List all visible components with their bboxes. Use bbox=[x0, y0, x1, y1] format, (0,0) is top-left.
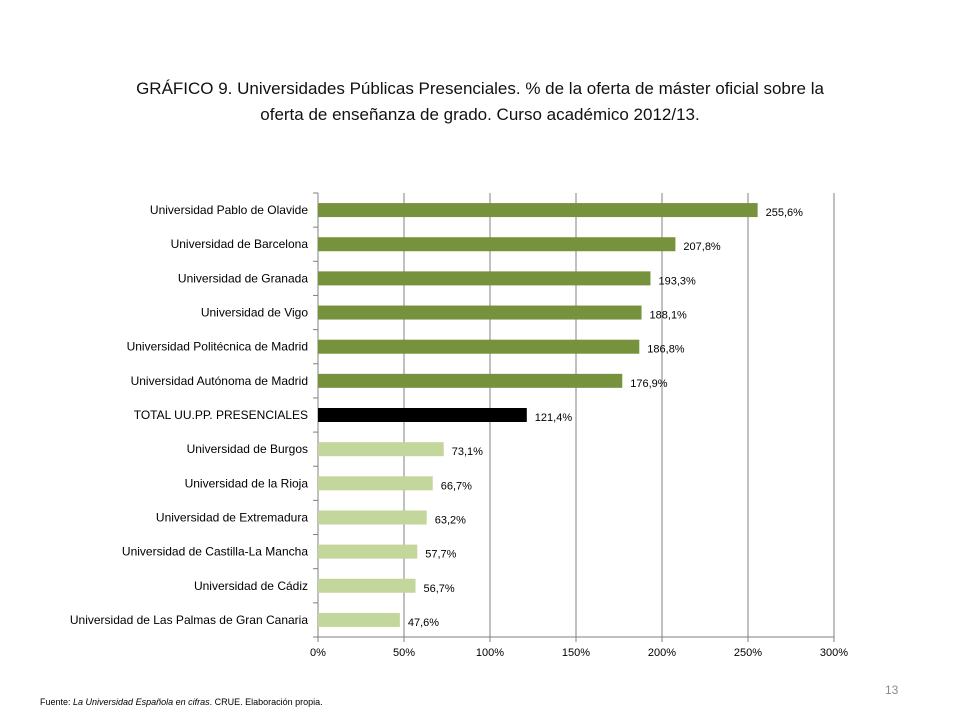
category-label: Universidad de Granada bbox=[178, 271, 308, 285]
category-label: Universidad de la Rioja bbox=[185, 476, 309, 490]
data-label: 63,2% bbox=[435, 514, 466, 526]
category-label: Universidad Autónoma de Madrid bbox=[131, 374, 308, 388]
x-tick-label: 250% bbox=[734, 647, 762, 659]
x-tick-label: 300% bbox=[820, 647, 848, 659]
bar bbox=[318, 442, 444, 457]
bar bbox=[318, 373, 623, 388]
bar bbox=[318, 544, 418, 559]
x-tick-label: 0% bbox=[310, 647, 326, 659]
bar bbox=[318, 510, 427, 525]
data-label: 66,7% bbox=[441, 480, 472, 492]
bar bbox=[318, 578, 416, 593]
data-label: 176,9% bbox=[630, 378, 668, 390]
bar bbox=[318, 408, 527, 422]
category-label: TOTAL UU.PP. PRESENCIALES bbox=[134, 408, 308, 422]
data-label: 47,6% bbox=[408, 617, 439, 629]
category-label: Universidad de Barcelona bbox=[171, 237, 309, 251]
data-label: 56,7% bbox=[424, 583, 455, 595]
data-label: 255,6% bbox=[766, 207, 804, 219]
x-tick-label: 100% bbox=[476, 647, 504, 659]
data-label: 193,3% bbox=[658, 275, 696, 287]
category-label: Universidad Politécnica de Madrid bbox=[127, 340, 308, 354]
category-label: Universidad de Cádiz bbox=[194, 579, 308, 593]
data-label: 73,1% bbox=[452, 446, 483, 458]
chart-title-line-1: GRÁFICO 9. Universidades Públicas Presen… bbox=[136, 79, 824, 98]
category-label: Universidad de Extremadura bbox=[156, 510, 308, 524]
x-tick-label: 150% bbox=[562, 647, 590, 659]
source-prefix: Fuente: bbox=[40, 697, 74, 707]
data-label: 121,4% bbox=[535, 412, 573, 424]
data-label: 186,8% bbox=[647, 344, 685, 356]
bar bbox=[318, 203, 758, 218]
chart-title-line-2: oferta de enseñanza de grado. Curso acad… bbox=[260, 105, 700, 124]
category-label: Universidad de Las Palmas de Gran Canari… bbox=[70, 613, 308, 627]
data-label: 188,1% bbox=[650, 310, 688, 322]
bar bbox=[318, 612, 400, 627]
category-label: Universidad de Castilla-La Mancha bbox=[122, 545, 308, 559]
source-suffix: . CRUE. Elaboración propia. bbox=[209, 697, 323, 707]
source-footnote: Fuente: La Universidad Española en cifra… bbox=[40, 697, 323, 707]
category-label: Universidad de Burgos bbox=[187, 442, 308, 456]
bar bbox=[318, 339, 640, 354]
bar bbox=[318, 476, 433, 491]
data-label: 207,8% bbox=[683, 241, 721, 253]
x-tick-label: 50% bbox=[393, 647, 415, 659]
chart-title: GRÁFICO 9. Universidades Públicas Presen… bbox=[40, 76, 920, 128]
bar bbox=[318, 271, 651, 286]
bar bbox=[318, 237, 676, 252]
bar bbox=[318, 305, 642, 320]
category-label: Universidad de Vigo bbox=[201, 306, 309, 320]
source-publication: La Universidad Española en cifras bbox=[73, 697, 210, 707]
x-tick-label: 200% bbox=[648, 647, 676, 659]
page-number: 13 bbox=[885, 683, 899, 697]
category-label: Universidad Pablo de Olavide bbox=[150, 203, 308, 217]
data-label: 57,7% bbox=[425, 549, 456, 561]
